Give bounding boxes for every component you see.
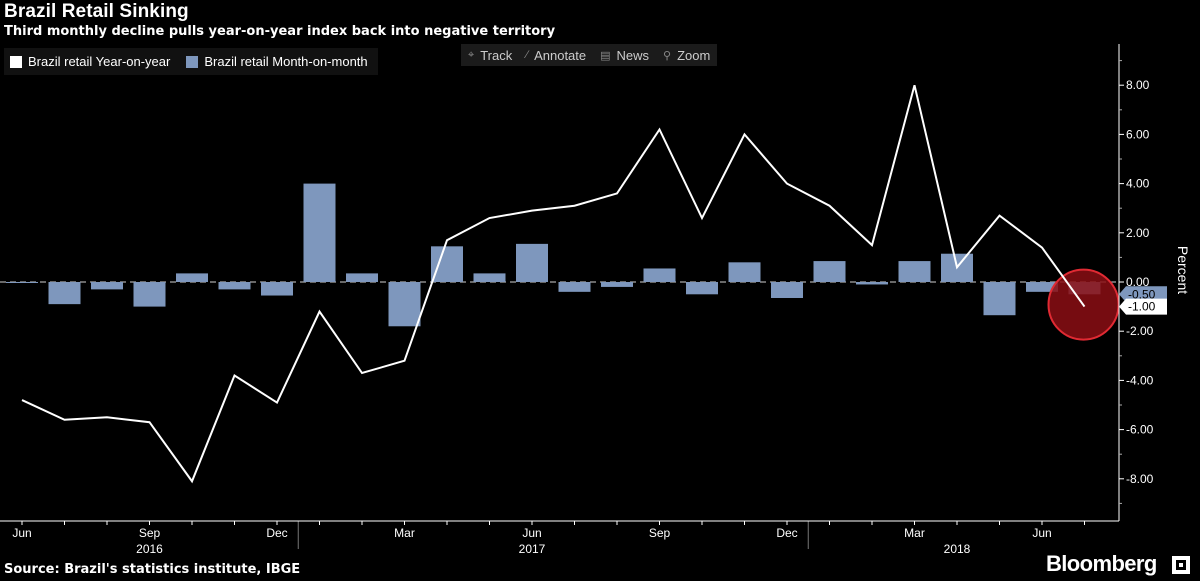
bar-mom-2016-11 — [218, 282, 251, 290]
legend-swatch-yoy — [10, 55, 22, 68]
bar-mom-2018-03 — [898, 261, 931, 282]
y-tick-label-0: 8.00 — [1126, 78, 1150, 92]
news-button[interactable]: ▤ News — [593, 44, 656, 66]
bar-mom-2017-06 — [516, 243, 548, 282]
last-value-tag-mom-bg — [1119, 286, 1167, 303]
last-value-tag-yoy-bg — [1119, 298, 1167, 315]
annotate-label: Annotate — [534, 47, 587, 63]
y-tick-label-5: -2.00 — [1126, 324, 1154, 338]
zoom-button[interactable]: ⚲ Zoom — [656, 44, 717, 66]
bar-mom-2017-05 — [473, 273, 506, 282]
legend-label-yoy: Brazil retail Year-on-year — [28, 54, 171, 69]
x-tick-label-6: Dec — [266, 526, 287, 540]
bar-mom-2017-04 — [431, 246, 463, 282]
x-tick-label-15: Sep — [649, 526, 671, 540]
bloomberg-logo: Bloomberg — [1046, 551, 1157, 576]
bar-mom-2018-06 — [1026, 282, 1058, 292]
y-tick-label-2: 4.00 — [1126, 177, 1150, 191]
bar-mom-2016-10 — [176, 273, 208, 282]
bar-mom-2018-01 — [813, 261, 846, 282]
zoom-label: Zoom — [677, 47, 711, 63]
year-label-2018: 2018 — [944, 542, 971, 556]
year-label-2016: 2016 — [136, 542, 163, 556]
bar-mom-2016-12 — [261, 282, 293, 296]
legend: Brazil retail Year-on-year Brazil retail… — [4, 48, 378, 75]
source-note: Source: Brazil's statistics institute, I… — [4, 562, 301, 577]
last-value-tag-mom-label: -0.50 — [1128, 287, 1156, 301]
y-tick-label-1: 6.00 — [1126, 127, 1150, 141]
bar-mom-2017-03 — [388, 282, 421, 327]
x-tick-label-12: Jun — [522, 526, 541, 540]
news-icon: ▤ — [600, 49, 611, 62]
magnifier-icon: ⚲ — [663, 49, 672, 62]
y-tick-label-3: 2.00 — [1126, 226, 1150, 240]
bar-mom-2017-10 — [686, 282, 718, 295]
year-label-2017: 2017 — [519, 542, 546, 556]
annotate-button[interactable]: ∕ Annotate — [519, 44, 593, 66]
bar-mom-2018-05 — [983, 282, 1016, 316]
y-tick-label-7: -6.00 — [1126, 423, 1154, 437]
track-button[interactable]: ⌖ Track — [461, 44, 519, 66]
bar-mom-2017-09 — [643, 268, 676, 282]
x-tick-label-18: Dec — [776, 526, 797, 540]
bar-mom-2017-01 — [303, 183, 336, 282]
legend-label-mom: Brazil retail Month-on-month — [204, 54, 368, 69]
x-tick-label-9: Mar — [394, 526, 415, 540]
last-value-tag-yoy-label: -1.00 — [1128, 300, 1156, 314]
x-tick-label-3: Sep — [139, 526, 161, 540]
chart-subtitle: Third monthly decline pulls year-on-year… — [4, 24, 556, 39]
crosshair-icon: ⌖ — [468, 48, 475, 61]
bar-mom-2016-08 — [91, 282, 123, 290]
y-tick-label-4: 0.00 — [1126, 275, 1150, 289]
line-yoy — [21, 84, 1086, 484]
news-label: News — [616, 47, 650, 63]
bar-mom-2017-11 — [728, 262, 761, 282]
x-tick-label-24: Jun — [1032, 526, 1051, 540]
chart-toolbar: ⌖ Track ∕ Annotate ▤ News ⚲ Zoom — [461, 44, 718, 66]
x-tick-label-21: Mar — [904, 526, 925, 540]
x-tick-label-0: Jun — [12, 526, 31, 540]
legend-item-yoy[interactable]: Brazil retail Year-on-year — [10, 54, 170, 69]
legend-item-mom[interactable]: Brazil retail Month-on-month — [186, 54, 368, 69]
track-label: Track — [480, 47, 513, 63]
bar-mom-2017-12 — [771, 282, 803, 298]
bar-mom-2016-09 — [133, 282, 166, 307]
bloomberg-logo-icon — [1172, 556, 1190, 574]
bar-mom-2016-06 — [6, 282, 38, 283]
bar-mom-2017-07 — [558, 282, 591, 292]
bar-mom-2018-02 — [856, 282, 888, 285]
y-tick-label-6: -4.00 — [1126, 373, 1154, 387]
bar-mom-2017-08 — [601, 282, 633, 287]
legend-swatch-mom — [186, 55, 199, 68]
y-axis-label: Percent — [1175, 246, 1191, 294]
pencil-icon: ∕ — [526, 49, 529, 61]
chart-title: Brazil Retail Sinking — [4, 1, 189, 22]
bar-mom-2016-07 — [48, 282, 81, 305]
y-tick-label-8: -8.00 — [1126, 472, 1154, 486]
bar-mom-2017-02 — [346, 273, 378, 282]
